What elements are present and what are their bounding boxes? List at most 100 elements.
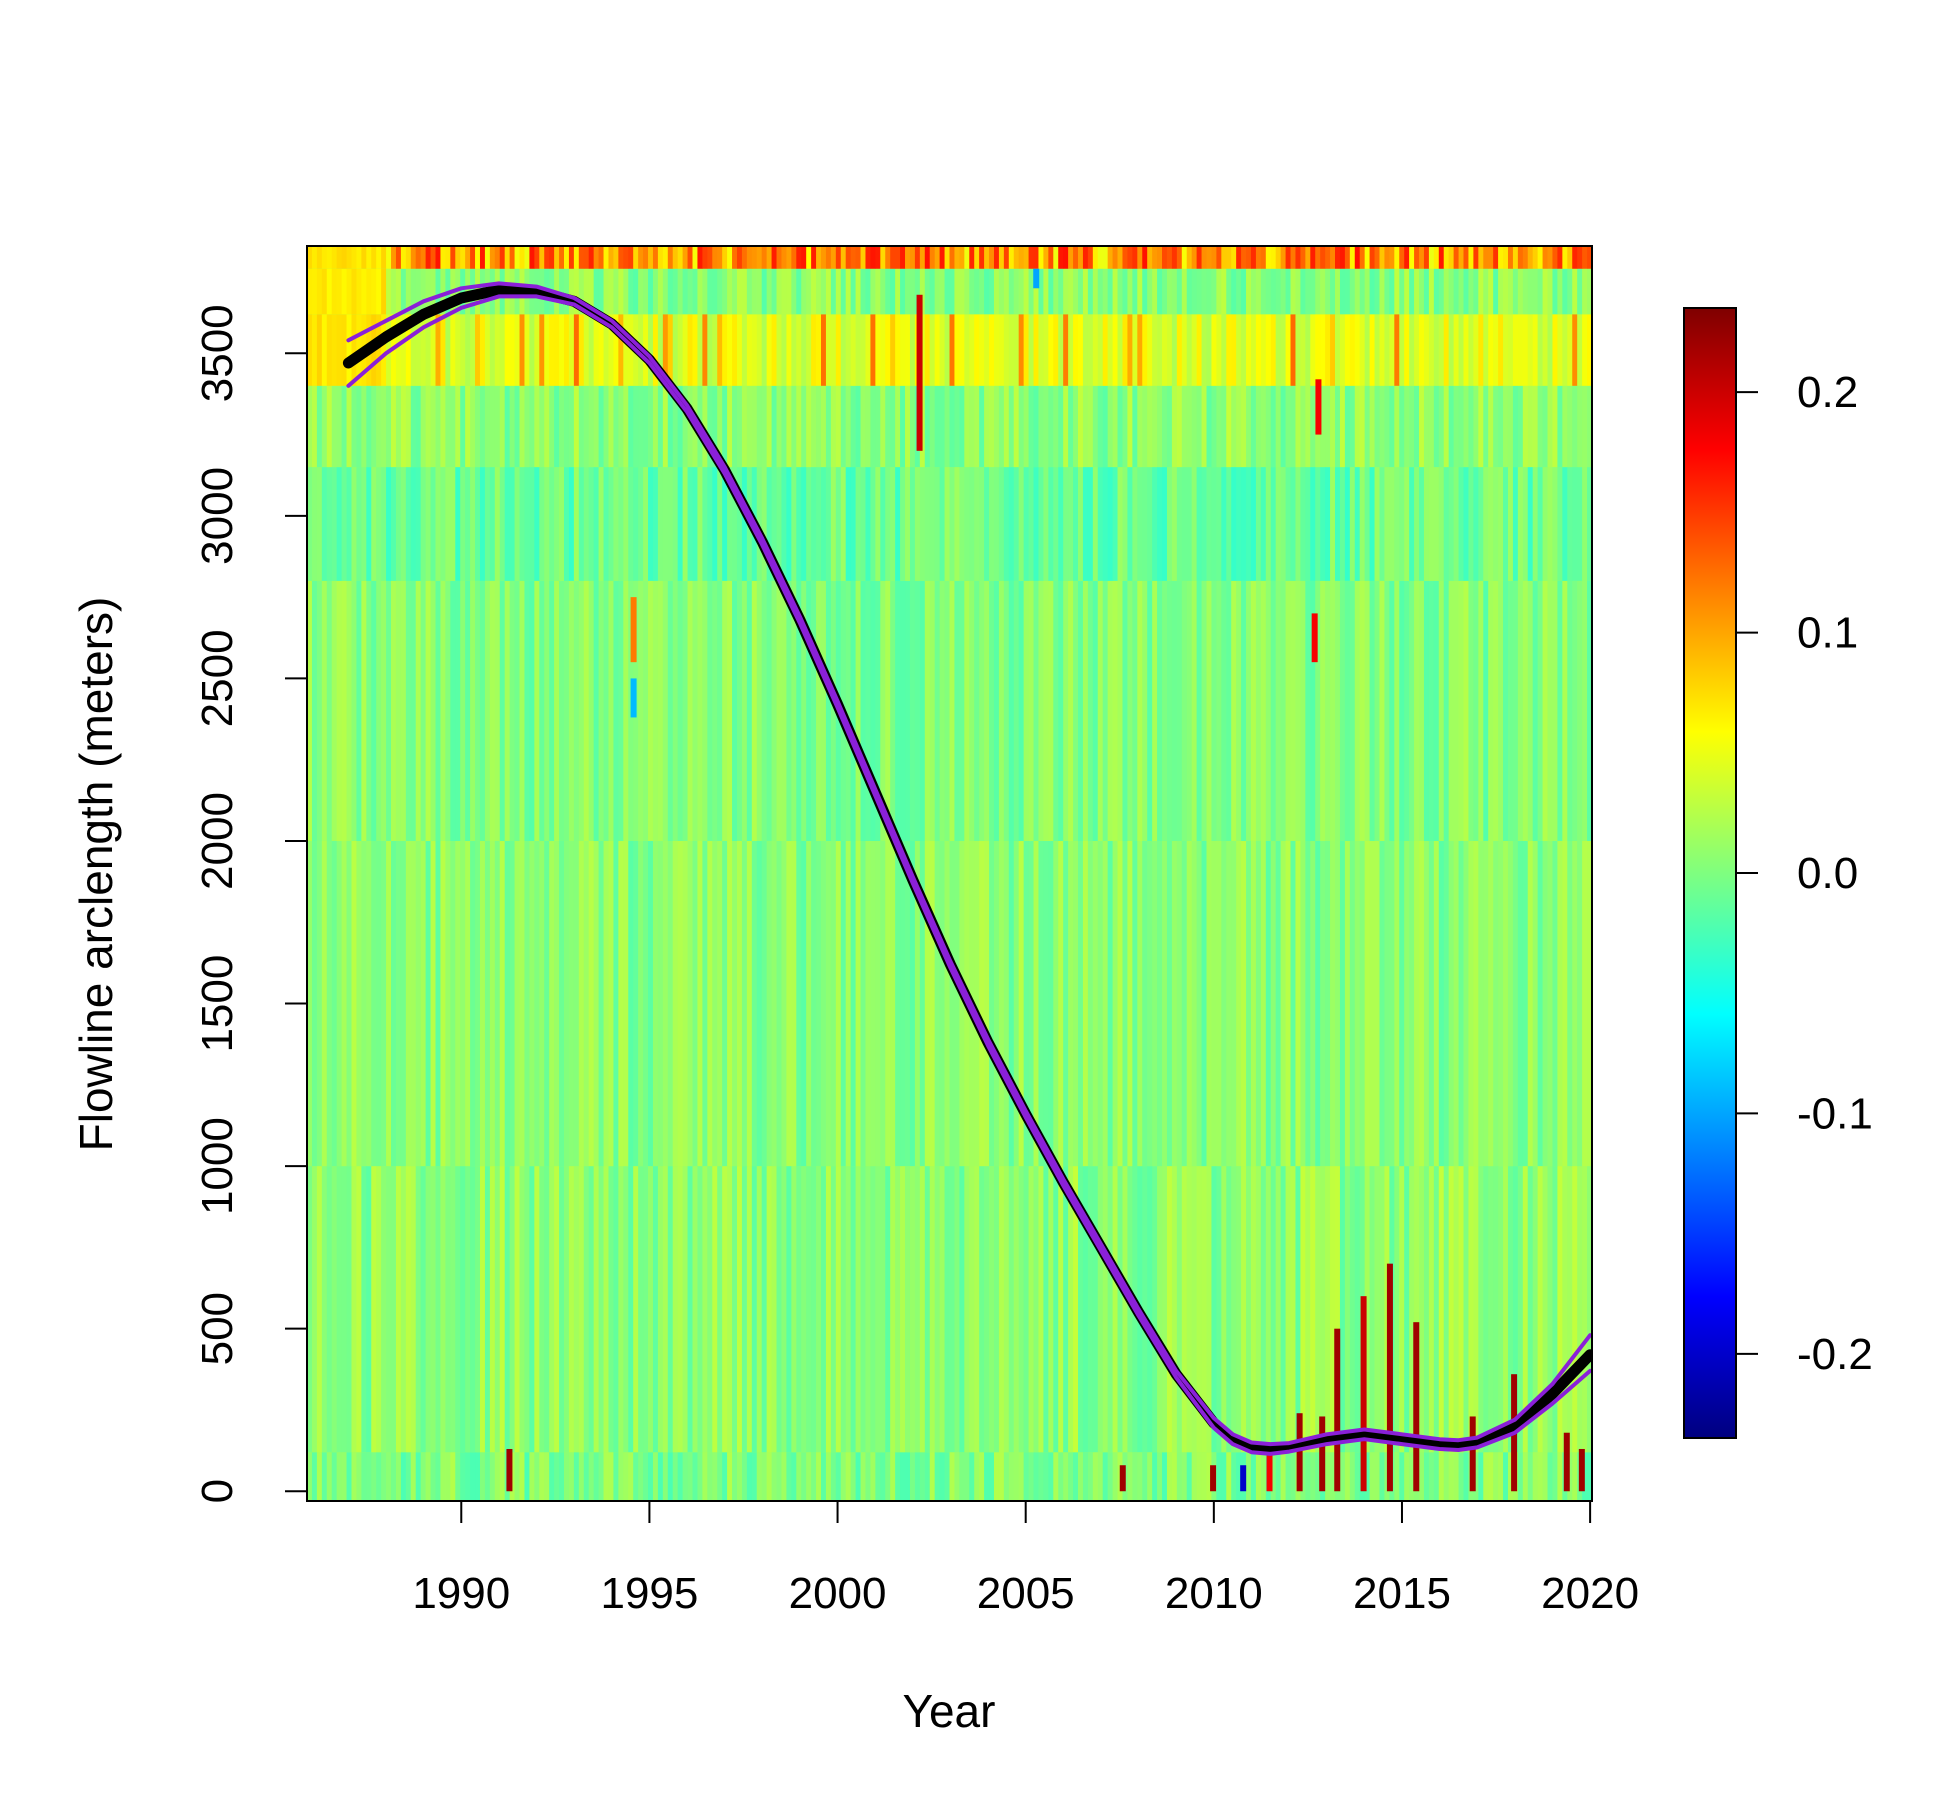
heatmap-cell bbox=[969, 1452, 975, 1501]
heatmap-cell bbox=[465, 314, 471, 386]
heatmap-cell bbox=[1201, 840, 1208, 1167]
heatmap-cell bbox=[386, 268, 392, 315]
heatmap-cell bbox=[900, 314, 906, 386]
heatmap-cell bbox=[1127, 1166, 1133, 1453]
heatmap-cell bbox=[623, 1166, 629, 1453]
heatmap-cell bbox=[1201, 314, 1208, 386]
heatmap-cell bbox=[415, 467, 422, 581]
heatmap-cell bbox=[895, 1452, 901, 1501]
heatmap-cell bbox=[712, 268, 718, 315]
heatmap-cell bbox=[687, 385, 694, 468]
heatmap-cell bbox=[1087, 246, 1094, 269]
heatmap-cell bbox=[1102, 314, 1109, 386]
heatmap-cell bbox=[1221, 246, 1227, 269]
heatmap-cell bbox=[1078, 246, 1084, 269]
heatmap-cell bbox=[880, 580, 886, 841]
heatmap-cell bbox=[1260, 314, 1267, 386]
heatmap-cell bbox=[1196, 268, 1203, 315]
heatmap-cell bbox=[900, 246, 906, 269]
heatmap-cell bbox=[1201, 246, 1208, 269]
heatmap-cell bbox=[722, 314, 728, 386]
heatmap-cell bbox=[736, 385, 743, 468]
heatmap-cell bbox=[1142, 314, 1148, 386]
heatmap-cell bbox=[1557, 314, 1563, 386]
heatmap-cell bbox=[1221, 580, 1227, 841]
heatmap-cell bbox=[993, 840, 1000, 1167]
heatmap-cell bbox=[1166, 580, 1173, 841]
heatmap-cell bbox=[677, 580, 684, 841]
heatmap-cell bbox=[489, 580, 496, 841]
heatmap-cell bbox=[751, 840, 758, 1167]
heatmap-cell bbox=[1142, 840, 1148, 1167]
heatmap-cell bbox=[1073, 1452, 1079, 1501]
heatmap-cell bbox=[1260, 385, 1267, 468]
heatmap-cell bbox=[1166, 385, 1173, 468]
heatmap-cell bbox=[1033, 314, 1040, 386]
series-line-2 bbox=[346, 281, 1592, 1447]
heatmap-cell bbox=[1498, 467, 1504, 581]
heatmap-cell bbox=[1152, 268, 1158, 315]
heatmap-cell bbox=[1409, 840, 1415, 1167]
heatmap-cell bbox=[435, 580, 442, 841]
heatmap-cell bbox=[381, 1166, 387, 1453]
heatmap-cell bbox=[1379, 1452, 1386, 1501]
heatmap-cell bbox=[346, 246, 353, 269]
heatmap-cell bbox=[1438, 840, 1445, 1167]
heatmap-cell bbox=[998, 385, 1005, 468]
heatmap-cell bbox=[662, 268, 669, 315]
heatmap-cell bbox=[855, 246, 862, 269]
heatmap-cell bbox=[727, 385, 733, 468]
heatmap-cell bbox=[568, 467, 575, 581]
heatmap-cell bbox=[1073, 840, 1079, 1167]
heatmap-cell bbox=[736, 467, 743, 581]
heatmap-cell bbox=[954, 1166, 960, 1453]
heatmap-cell bbox=[905, 314, 911, 386]
series-layer bbox=[342, 281, 1592, 1456]
heatmap-cell bbox=[707, 467, 713, 581]
heatmap-cell bbox=[346, 268, 353, 315]
heatmap-cell bbox=[519, 246, 526, 269]
heatmap-cell bbox=[1537, 580, 1544, 841]
heatmap-cell bbox=[1166, 840, 1173, 1167]
heatmap-cell bbox=[677, 314, 684, 386]
heatmap-cell bbox=[840, 246, 847, 269]
heatmap-cell bbox=[430, 580, 437, 841]
heatmap-cell bbox=[870, 314, 876, 386]
heatmap-cell bbox=[1557, 1452, 1563, 1501]
heatmap-cell bbox=[900, 580, 906, 841]
heatmap-cell bbox=[1300, 1452, 1306, 1501]
heatmap-cell bbox=[460, 385, 466, 468]
heatmap-cell bbox=[573, 1452, 580, 1501]
heatmap-cell bbox=[1147, 314, 1153, 386]
heatmap-cell bbox=[949, 314, 956, 386]
heatmap-cell bbox=[1028, 268, 1035, 315]
heatmap-cell bbox=[776, 467, 783, 581]
heatmap-cell bbox=[391, 467, 397, 581]
heatmap-cell bbox=[1226, 467, 1232, 581]
heatmap-cell bbox=[1344, 467, 1351, 581]
heatmap-cell bbox=[697, 1452, 703, 1501]
heatmap-cell bbox=[1369, 840, 1376, 1167]
heatmap-cell bbox=[865, 840, 872, 1167]
heatmap-cell bbox=[1176, 467, 1183, 581]
heatmap-cell bbox=[1423, 314, 1430, 386]
heatmap-cell bbox=[1132, 385, 1138, 468]
heatmap-cell bbox=[1250, 467, 1257, 581]
heatmap-cell bbox=[549, 1452, 555, 1501]
heatmap-cell bbox=[1488, 246, 1494, 269]
heatmap-cell bbox=[514, 580, 521, 841]
heatmap-cell bbox=[1374, 840, 1381, 1167]
heatmap-cell bbox=[430, 385, 437, 468]
heatmap-cell bbox=[1359, 580, 1366, 841]
heatmap-cell bbox=[578, 467, 585, 581]
heatmap-cell bbox=[771, 1452, 778, 1501]
heatmap-cell bbox=[1270, 840, 1277, 1167]
heatmap-cell bbox=[1344, 314, 1351, 386]
heatmap-cell bbox=[415, 840, 422, 1167]
heatmap-cell bbox=[1275, 840, 1282, 1167]
heatmap-cell bbox=[1503, 1452, 1509, 1501]
heatmap-cell bbox=[1250, 314, 1257, 386]
heatmap-cell bbox=[1419, 1452, 1425, 1501]
heatmap-cell bbox=[954, 1452, 960, 1501]
heatmap-cell bbox=[425, 268, 432, 315]
